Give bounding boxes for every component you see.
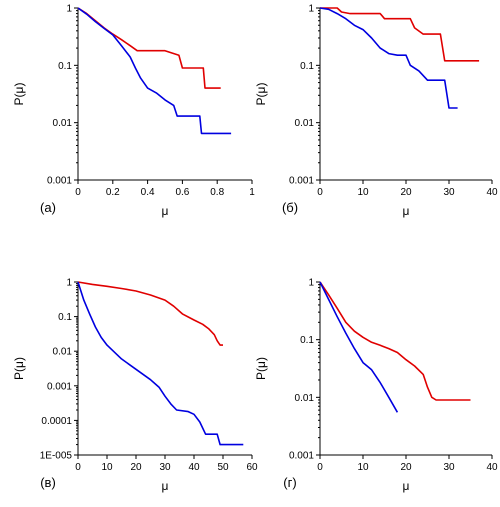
x-tick-label: 30 (159, 462, 171, 473)
x-tick-label: 30 (443, 462, 455, 473)
series-line-red (320, 7, 480, 62)
y-tick-label: 0.1 (58, 61, 72, 72)
chart-panel: 0 10 20 30 40 50 60 1 0.1 0.01 0.001 0.0001 1E-005 μ P… (12, 278, 258, 494)
x-axis-label: μ (162, 479, 169, 493)
y-tick-label: 0.001 (289, 176, 314, 187)
y-tick-label: 0.0001 (41, 416, 72, 427)
x-axis-label: μ (403, 204, 410, 218)
x-tick-label: 0 (317, 462, 323, 473)
y-tick-label: 0.001 (47, 176, 72, 187)
x-tick-label: 0 (75, 187, 81, 198)
panel-label: (б) (282, 200, 298, 215)
y-tick-label: 0.01 (295, 393, 315, 404)
y-tick-label: 1 (308, 4, 314, 15)
x-tick-label: 20 (400, 187, 412, 198)
x-tick-label: 40 (188, 462, 200, 473)
y-axis-label: P(μ) (12, 357, 26, 380)
series-line-blue (319, 281, 399, 413)
x-tick-label: 30 (443, 187, 455, 198)
series-line-blue (77, 7, 232, 135)
x-tick-label: 0.6 (175, 187, 189, 198)
y-tick-label: 0.1 (58, 312, 72, 323)
y-tick-label: 0.01 (295, 118, 315, 129)
x-tick-label: 20 (130, 462, 142, 473)
x-tick-label: 0.2 (106, 187, 120, 198)
y-tick-label: 0.001 (289, 451, 314, 462)
y-tick-label: 0.01 (53, 118, 73, 129)
x-axis-label: μ (162, 204, 169, 218)
y-tick-label: 0.1 (300, 335, 314, 346)
x-tick-label: 50 (217, 462, 229, 473)
y-axis-label: P(μ) (254, 83, 268, 106)
series-line-red (77, 7, 221, 89)
series-line-blue (77, 281, 244, 446)
panel-label: (а) (40, 200, 56, 215)
x-tick-label: 40 (486, 462, 498, 473)
y-tick-label: 1E-005 (40, 451, 73, 462)
x-tick-label: 10 (357, 187, 369, 198)
chart-panel: 0 10 20 30 40 1 0.1 0.01 0.001 μ P(μ) (б) (254, 4, 498, 219)
y-tick-label: 1 (308, 278, 314, 289)
series-line-red (319, 281, 471, 401)
x-tick-label: 0.8 (210, 187, 224, 198)
chart-panel: 0 0.2 0.4 0.6 0.8 1 1 0.1 0.01 0.001 μ P(μ) (а) (12, 4, 255, 219)
x-tick-label: 0 (317, 187, 323, 198)
y-axis-label: P(μ) (12, 83, 26, 106)
x-tick-label: 10 (101, 462, 113, 473)
x-tick-label: 20 (400, 462, 412, 473)
y-tick-label: 1 (66, 4, 72, 15)
panel-label: (в) (40, 475, 56, 490)
x-tick-label: 10 (357, 462, 369, 473)
x-tick-label: 40 (486, 187, 498, 198)
x-tick-label: 1 (249, 187, 255, 198)
x-tick-label: 0.4 (141, 187, 155, 198)
x-tick-label: 0 (75, 462, 81, 473)
y-tick-label: 0.01 (53, 347, 73, 358)
panel-label: (г) (283, 475, 296, 490)
y-tick-label: 0.1 (300, 61, 314, 72)
series-line-red (77, 281, 223, 346)
chart-panel: 0 10 20 30 40 1 0.1 0.01 0.001 μ P(μ) (г) (254, 278, 498, 494)
y-tick-label: 1 (66, 278, 72, 289)
x-axis-label: μ (403, 479, 410, 493)
y-tick-label: 0.001 (47, 381, 72, 392)
y-axis-label: P(μ) (254, 357, 268, 380)
x-tick-label: 60 (246, 462, 258, 473)
series-line-blue (319, 7, 458, 109)
